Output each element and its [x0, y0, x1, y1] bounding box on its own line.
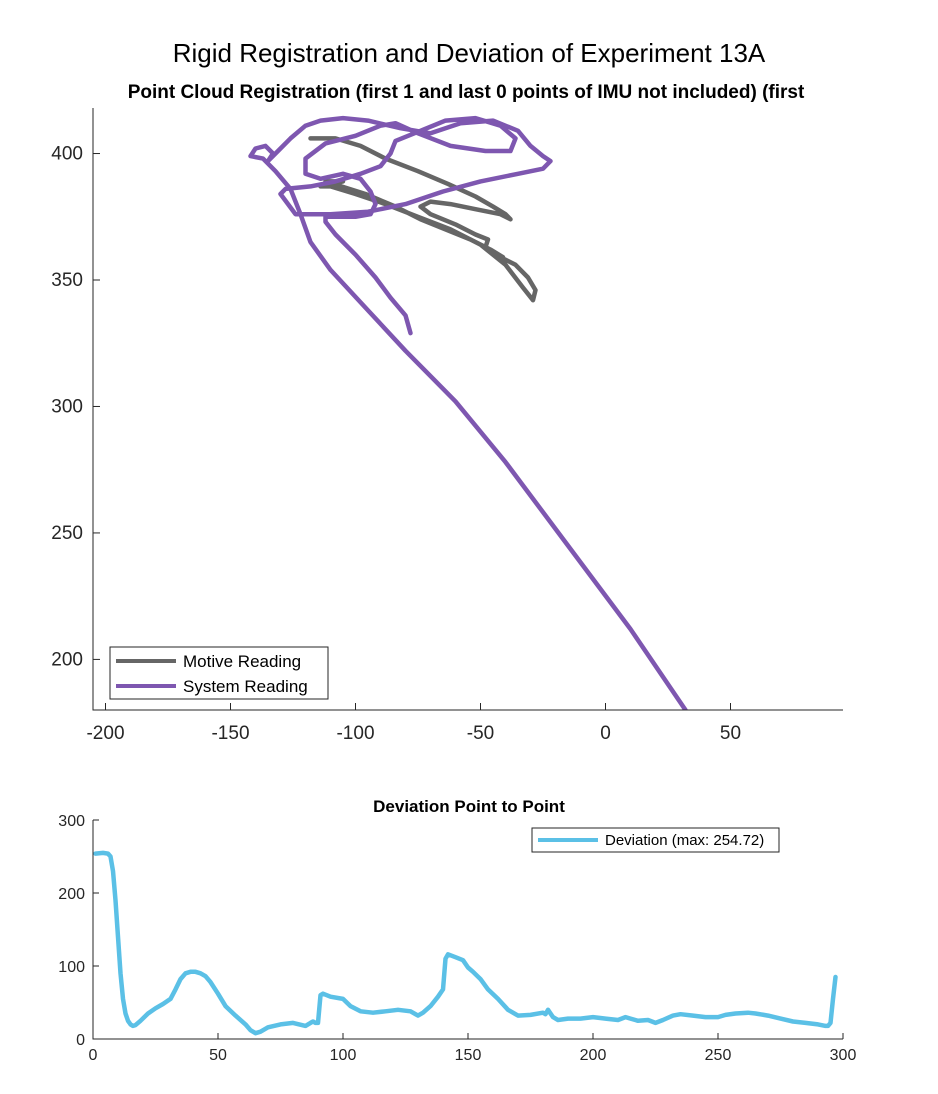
deviation-plot-legend: Deviation (max: 254.72) — [531, 827, 780, 853]
registration-x-tick-label: -100 — [336, 723, 374, 744]
deviation-plot-title: Deviation Point to Point — [373, 797, 565, 816]
deviation-x-tick-label: 150 — [455, 1047, 482, 1064]
registration-plot-legend: Motive Reading System Reading — [109, 646, 329, 700]
registration-plot-lines — [248, 115, 688, 710]
registration-x-tick-label: 0 — [600, 723, 611, 744]
registration-y-tick-label: 200 — [51, 649, 83, 670]
registration-plot-x-ticks: -200 -150 -100 -50 0 50 — [86, 703, 741, 744]
registration-x-tick-label: -50 — [467, 723, 494, 744]
deviation-x-tick-label: 250 — [705, 1047, 732, 1064]
deviation-x-tick-label: 300 — [830, 1047, 857, 1064]
registration-plot-title: Point Cloud Registration (first 1 and la… — [128, 82, 805, 103]
registration-legend-box — [109, 646, 329, 700]
registration-plot-axes — [92, 108, 843, 711]
deviation-plot-lines — [93, 850, 838, 1036]
registration-x-tick-label: -150 — [211, 723, 249, 744]
registration-plot: Point Cloud Registration (first 1 and la… — [51, 82, 843, 744]
deviation-plot-axes — [92, 820, 843, 1040]
deviation-y-tick-label: 200 — [58, 886, 85, 903]
deviation-series-deviation-max-254-72 — [93, 850, 838, 1036]
deviation-y-tick-label: 0 — [76, 1032, 85, 1049]
registration-y-tick-label: 250 — [51, 523, 83, 544]
legend-label-deviation: Deviation (max: 254.72) — [605, 832, 764, 849]
deviation-y-tick-label: 100 — [58, 959, 85, 976]
deviation-plot-y-ticks: 0 100 200 300 — [58, 813, 99, 1049]
deviation-x-tick-label: 200 — [580, 1047, 607, 1064]
registration-plot-y-ticks: 200 250 300 350 400 — [51, 144, 100, 670]
registration-x-tick-label: -200 — [86, 723, 124, 744]
deviation-y-tick-label: 300 — [58, 813, 85, 830]
registration-x-tick-label: 50 — [720, 723, 741, 744]
legend-label-motive: Motive Reading — [183, 652, 301, 671]
registration-series-motive-reading — [308, 136, 538, 303]
deviation-x-tick-label: 100 — [330, 1047, 357, 1064]
deviation-x-tick-label: 0 — [89, 1047, 98, 1064]
registration-y-tick-label: 400 — [51, 144, 83, 165]
registration-y-tick-label: 300 — [51, 396, 83, 417]
registration-series-system-reading — [248, 115, 688, 710]
registration-y-tick-label: 350 — [51, 270, 83, 291]
deviation-plot-x-ticks: 0 50 100 150 200 250 300 — [89, 1033, 857, 1064]
legend-label-system: System Reading — [183, 677, 308, 696]
deviation-plot: Deviation Point to Point 0 50 100 150 200 250… — [58, 797, 856, 1064]
figure-suptitle: Rigid Registration and Deviation of Expe… — [173, 38, 766, 68]
deviation-x-tick-label: 50 — [209, 1047, 227, 1064]
